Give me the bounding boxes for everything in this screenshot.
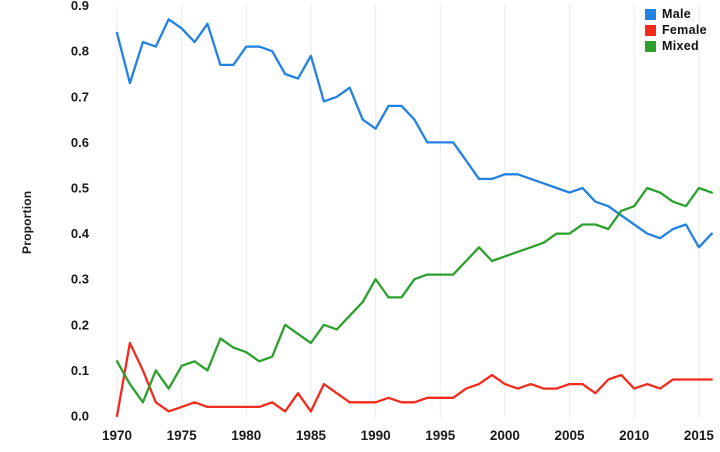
legend: Male Female Mixed	[645, 7, 707, 53]
female-line	[115, 341, 713, 418]
legend-label-male: Male	[662, 7, 691, 21]
legend-item-mixed[interactable]: Mixed	[645, 39, 707, 53]
y-tick-label: 0.1	[71, 363, 89, 378]
y-tick-label: 0.2	[71, 317, 89, 332]
x-tick-label: 1970	[102, 428, 132, 443]
y-tick-label: 0.7	[71, 89, 89, 104]
y-tick-label: 0.8	[71, 44, 89, 59]
x-tick-label: 2000	[490, 428, 520, 443]
x-tick-label: 1975	[167, 428, 198, 443]
x-tick-label: 1980	[231, 428, 261, 443]
x-tick-label: 1985	[296, 428, 327, 443]
x-tick-label: 2015	[684, 428, 715, 443]
legend-swatch-female-icon	[645, 25, 656, 36]
x-tick-label: 2005	[555, 428, 586, 443]
y-tick-label: 0.0	[71, 409, 89, 424]
x-tick-label: 2010	[619, 428, 649, 443]
legend-label-mixed: Mixed	[662, 39, 699, 53]
legend-swatch-mixed-icon	[645, 41, 656, 52]
y-axis-title: Proportion	[20, 190, 34, 254]
legend-label-female: Female	[662, 23, 707, 37]
y-tick-label: 0.3	[71, 272, 89, 287]
y-tick-label: 0.6	[71, 135, 89, 150]
x-tick-label: 1995	[425, 428, 456, 443]
legend-swatch-male-icon	[645, 9, 656, 20]
y-tick-label: 0.5	[71, 181, 89, 196]
y-tick-label: 0.4	[71, 226, 90, 241]
mixed-line	[115, 186, 713, 404]
legend-item-male[interactable]: Male	[645, 7, 707, 21]
y-tick-label: 0.9	[71, 0, 89, 13]
x-tick-label: 1990	[361, 428, 391, 443]
male-line	[115, 18, 713, 249]
legend-item-female[interactable]: Female	[645, 23, 707, 37]
